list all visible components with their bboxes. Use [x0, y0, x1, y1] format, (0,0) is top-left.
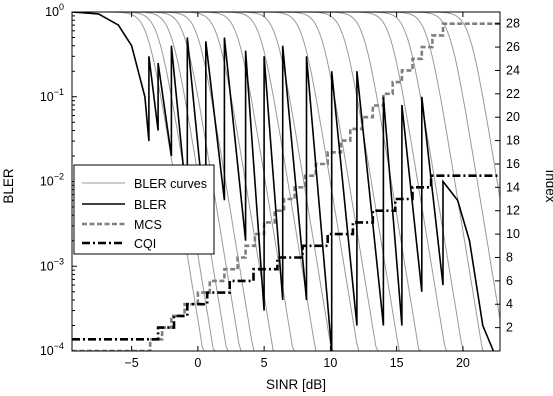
cqi-series: [72, 174, 500, 341]
x-tick-label: 10: [323, 356, 337, 370]
y2-tick-label: 24: [506, 63, 520, 77]
y2-tick-label: 12: [506, 204, 520, 218]
y-tick-label: 10−2: [40, 172, 64, 189]
axes-group: −5 0 5 10 15 2010−410−310−210−110024681012141…: [40, 2, 520, 370]
legend-box: [73, 164, 215, 255]
bler-series: [72, 12, 495, 351]
y2-tick-label: 16: [506, 157, 520, 171]
x-tick-label: −5: [124, 356, 138, 370]
y2-tick-label: 18: [506, 134, 520, 148]
x-tick-label: 5: [261, 356, 268, 370]
y2-tick-label: 20: [506, 110, 520, 124]
y-tick-label: 10−1: [40, 87, 64, 104]
legend-label-cqi: CQI: [134, 237, 156, 251]
y-tick-label: 10−4: [40, 341, 64, 358]
y2-tick-label: 8: [506, 250, 513, 264]
bler-curve-1: [72, 12, 500, 351]
x-tick-label: 0: [194, 356, 201, 370]
bler-curve-10: [72, 12, 500, 351]
bler-curve-7: [72, 12, 500, 351]
bler-curve-17: [72, 12, 500, 320]
bler-curve-16: [72, 12, 500, 351]
y-axis-label: BLER: [1, 168, 16, 204]
y2-tick-label: 22: [506, 87, 520, 101]
y2-tick-label: 2: [506, 321, 513, 335]
bler-curve-14: [72, 12, 500, 351]
y2-axis-label: Index: [543, 169, 553, 202]
y2-tick-label: 6: [506, 274, 513, 288]
y-tick-label: 100: [45, 2, 64, 19]
y2-tick-label: 10: [506, 227, 520, 241]
bler-curve-2: [72, 12, 500, 351]
index-steps-group: [72, 22, 500, 351]
x-axis-label: SINR [dB]: [266, 377, 326, 392]
x-tick-label: 20: [456, 356, 470, 370]
y2-tick-label: 28: [506, 17, 520, 31]
y2-tick-label: 26: [506, 40, 520, 54]
legend: BLER curves BLER MCS CQI: [73, 164, 215, 255]
y2-tick-label: 14: [506, 180, 520, 194]
bler-series-group: [72, 12, 495, 351]
bler-curve-8: [72, 12, 500, 351]
legend-label-mcs: MCS: [134, 218, 162, 232]
mcs-series: [72, 22, 500, 351]
bler-curve-15: [72, 12, 500, 351]
y-tick-label: 10−3: [40, 256, 64, 273]
y2-tick-label: 4: [506, 297, 513, 311]
legend-label-bler-curves: BLER curves: [134, 177, 207, 191]
x-tick-label: 15: [390, 356, 404, 370]
legend-label-bler: BLER: [134, 198, 167, 212]
